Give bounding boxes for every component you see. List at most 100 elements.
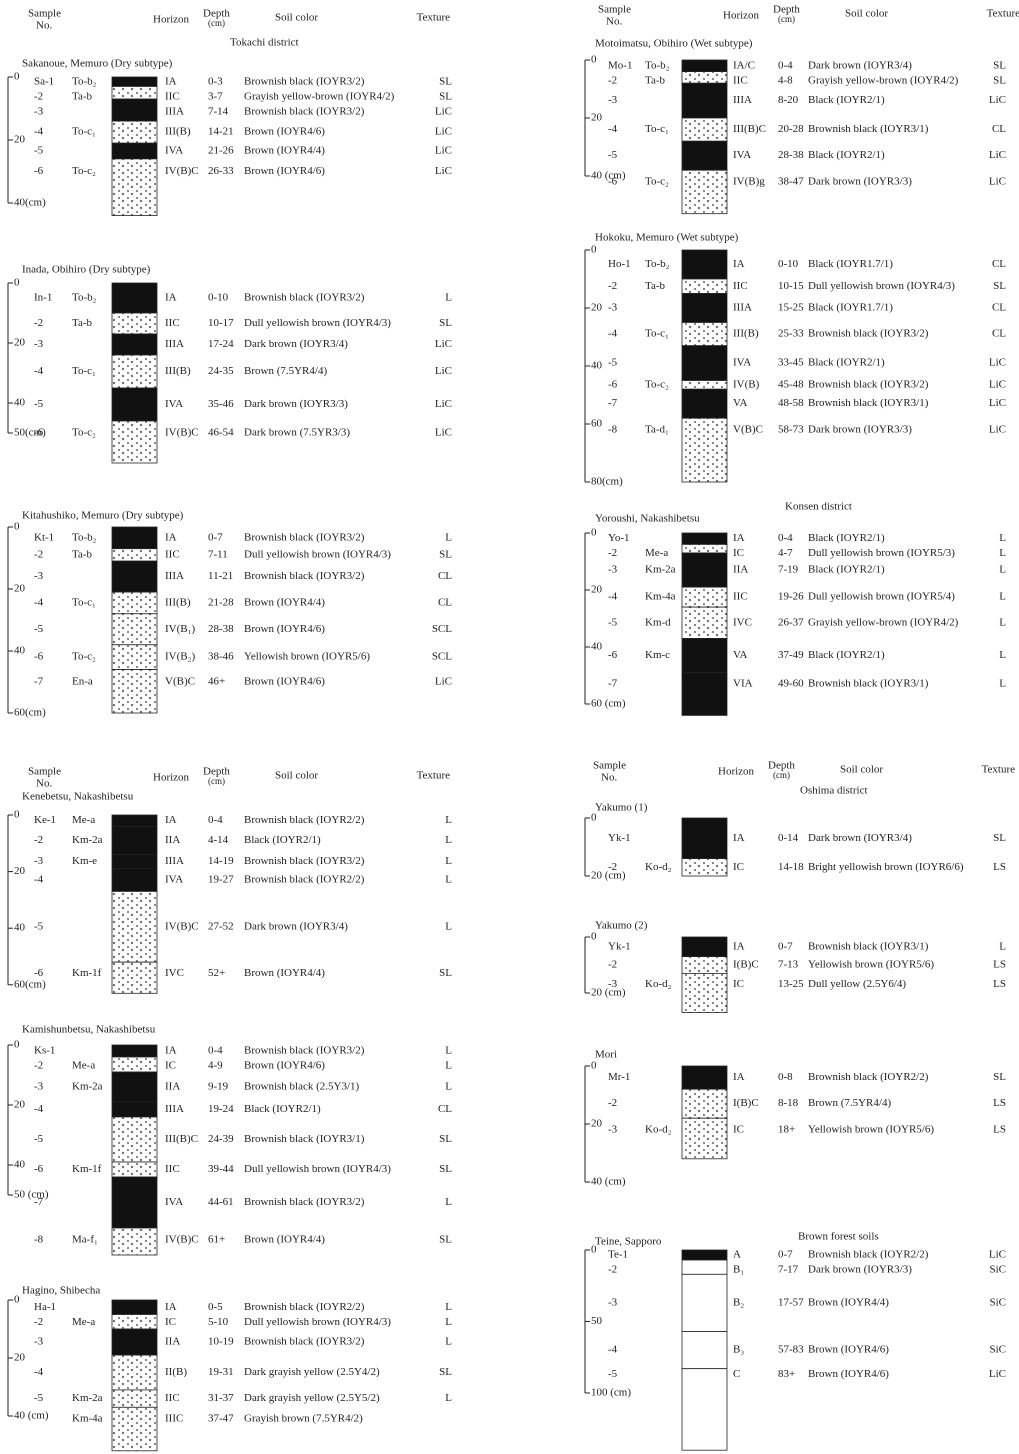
soil-color: Dull yellowish brown (IOYR4/3): [244, 548, 391, 560]
texture: CL: [438, 596, 452, 608]
depth-label: 0: [591, 1060, 597, 1072]
horizon-block: [682, 294, 727, 323]
header-sample: No.: [36, 20, 52, 32]
horizon: IVA: [165, 874, 183, 886]
texture: L: [445, 920, 452, 932]
tephra-name: Ta-b: [645, 74, 665, 86]
texture: L: [445, 531, 452, 543]
horizon-block: [682, 323, 727, 346]
horizon: IIIA: [165, 338, 184, 350]
sample-no: Mr-1: [608, 1071, 630, 1083]
soil-color: Brownish black (IOYR3/2): [244, 75, 365, 87]
tephra-name: To-c₂: [72, 427, 96, 439]
soil-color: Brownish black (IOYR3/2): [808, 328, 929, 340]
texture: CL: [438, 570, 452, 582]
sample-no: -2: [608, 547, 617, 559]
horizon: B₂: [733, 1296, 744, 1308]
sample-no: -4: [34, 874, 44, 886]
tephra-name: Km-4a: [72, 1412, 103, 1424]
depth: 14-18: [778, 861, 804, 873]
horizon-block: [682, 60, 727, 72]
horizon: IV(B)C: [165, 1234, 199, 1246]
header-color: Soil color: [275, 12, 318, 24]
profile-title: Sakanoue, Memuro (Dry subtype): [22, 58, 173, 70]
soil-color: Grayish yellow-brown (IOYR4/2): [808, 616, 959, 628]
soil-color: Brownish black (IOYR3/2): [244, 531, 365, 543]
tephra-name: Km-2a: [72, 1392, 103, 1404]
sample-no: -4: [608, 591, 618, 603]
depth: 37-47: [208, 1412, 234, 1424]
depth: 10-15: [778, 280, 804, 292]
horizon-block: [682, 346, 727, 381]
depth: 52+: [208, 967, 225, 979]
sample-no: -2: [608, 1097, 617, 1109]
depth: 9-19: [208, 1081, 229, 1093]
depth: 24-39: [208, 1133, 234, 1145]
sample-no: Te-1: [608, 1249, 628, 1261]
depth-label: 0: [14, 277, 20, 289]
tephra-name: Me-a: [72, 1060, 95, 1072]
depth-label: 40 (cm): [591, 1176, 626, 1188]
soil-color: Brownish black (IOYR2/2): [244, 1301, 365, 1313]
sample-no: Ha-1: [34, 1301, 56, 1313]
district-label: Brown forest soils: [798, 1231, 879, 1243]
tephra-name: En-a: [72, 676, 93, 688]
depth-label: 0: [591, 54, 597, 66]
depth-label: 40: [14, 645, 26, 657]
tephra-name: To-c₁: [645, 328, 669, 340]
tephra-name: Km-4a: [645, 591, 676, 603]
soil-profile: Hokoku, Memuro (Wet subtype)020406080(cm…: [585, 232, 1006, 488]
depth: 7-13: [778, 959, 799, 971]
soil-color: Grayish yellow-brown (IOYR4/2): [808, 74, 959, 86]
horizon: IIC: [165, 90, 180, 102]
texture: SL: [439, 75, 452, 87]
horizon-block: [682, 1118, 727, 1159]
soil-color: Black (IOYR2/1): [244, 1103, 321, 1115]
soil-color: Brownish black (IOYR3/1): [808, 123, 929, 135]
sample-no: -5: [608, 1368, 618, 1380]
depth: 4-9: [208, 1060, 223, 1072]
sample-no: -3: [608, 978, 618, 990]
horizon: VA: [733, 649, 748, 661]
horizon: IV(B)C: [165, 427, 199, 439]
horizon-block: [682, 141, 727, 170]
soil-color: Dark brown (IOYR3/3): [808, 1264, 912, 1276]
horizon-block: [112, 334, 157, 355]
tephra-name: Me-a: [645, 547, 668, 559]
horizon-block: [112, 855, 157, 869]
depth: 0-3: [208, 75, 223, 87]
sample-no: -3: [34, 855, 44, 867]
horizon: B₁: [733, 1264, 744, 1276]
depth: 48-58: [778, 397, 804, 409]
tephra-name: To-c₁: [645, 123, 669, 135]
horizon: IIA: [165, 834, 180, 846]
horizon-block: [112, 891, 157, 962]
sample-no: -5: [34, 920, 44, 932]
depth: 83+: [778, 1368, 795, 1380]
profile-title: Kamishunbetsu, Nakashibetsu: [22, 1024, 156, 1036]
depth: 37-49: [778, 649, 804, 661]
profile-title: Yakumo (1): [595, 802, 648, 814]
depth-label: 60 (cm): [591, 698, 626, 710]
soil-profile: Hagino, Shibecha02040 (cm)Ha-1IA0-5Brown…: [8, 1285, 452, 1451]
depth: 8-20: [778, 94, 799, 106]
horizon-block: [682, 673, 727, 716]
sample-no: -2: [34, 1316, 43, 1328]
district-label: Tokachi district: [230, 37, 299, 49]
tephra-name: To-b₂: [72, 292, 97, 304]
soil-color: Dull yellowish brown (IOYR4/3): [808, 280, 955, 292]
soil-color: Dull yellowish brown (IOYR5/3): [808, 547, 955, 559]
horizon-block: [112, 1228, 157, 1255]
depth-label: 0: [14, 1039, 20, 1051]
sample-no: -3: [34, 1081, 44, 1093]
horizon-block: [682, 1274, 727, 1331]
horizon-block: [112, 1407, 157, 1451]
soil-color: Brownish black (IOYR3/2): [244, 855, 365, 867]
texture: L: [445, 814, 452, 826]
sample-no: -5: [34, 1392, 44, 1404]
depth: 31-37: [208, 1392, 234, 1404]
depth: 38-47: [778, 175, 804, 187]
horizon: IA: [165, 292, 177, 304]
horizon-block: [682, 118, 727, 141]
depth-label: 0: [591, 1244, 597, 1256]
